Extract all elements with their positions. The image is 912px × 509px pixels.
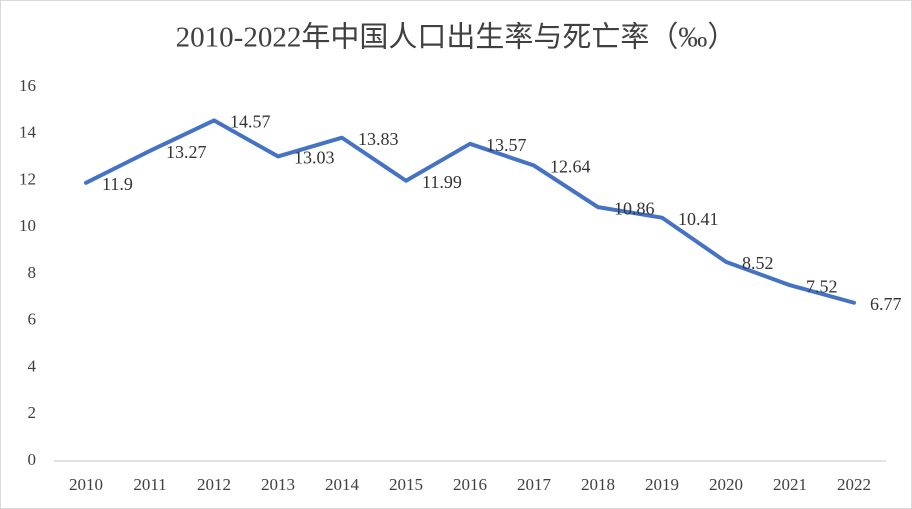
data-label: 6.77 [870, 294, 902, 314]
y-tick-label: 0 [28, 450, 37, 469]
x-tick-label: 2018 [581, 475, 615, 494]
y-tick-label: 8 [28, 263, 37, 282]
x-tick-label: 2012 [197, 475, 231, 494]
data-label: 10.86 [614, 198, 655, 218]
y-tick-label: 4 [28, 356, 37, 375]
data-label: 13.83 [358, 129, 399, 149]
data-label: 11.99 [422, 172, 462, 192]
x-tick-label: 2013 [261, 475, 295, 494]
data-line [84, 118, 856, 305]
data-label: 13.03 [294, 148, 335, 168]
x-tick-label: 2014 [325, 475, 360, 494]
data-label: 12.64 [550, 157, 591, 177]
y-tick-label: 14 [19, 123, 37, 142]
x-tick-label: 2017 [517, 475, 552, 494]
data-label: 11.9 [102, 174, 133, 194]
data-label: 8.52 [742, 253, 774, 273]
x-tick-label: 2022 [837, 475, 871, 494]
x-tick-label: 2016 [453, 475, 487, 494]
y-tick-label: 6 [28, 310, 37, 329]
data-label: 13.57 [486, 135, 527, 155]
chart-title: 2010-2022年中国人口出生率与死亡率（‰） [176, 21, 737, 54]
x-tick-label: 2011 [133, 475, 166, 494]
y-tick-label: 16 [19, 76, 36, 95]
y-tick-label: 10 [19, 216, 36, 235]
x-tick-label: 2015 [389, 475, 423, 494]
x-tick-label: 2021 [773, 475, 807, 494]
data-label: 7.52 [806, 276, 838, 296]
data-label: 14.57 [230, 112, 271, 132]
x-tick-label: 2010 [69, 475, 103, 494]
y-tick-label: 2 [28, 403, 37, 422]
data-label: 13.27 [166, 142, 207, 162]
x-tick-label: 2020 [709, 475, 743, 494]
data-label: 10.41 [678, 209, 719, 229]
y-tick-label: 12 [19, 169, 36, 188]
x-tick-label: 2019 [645, 475, 679, 494]
